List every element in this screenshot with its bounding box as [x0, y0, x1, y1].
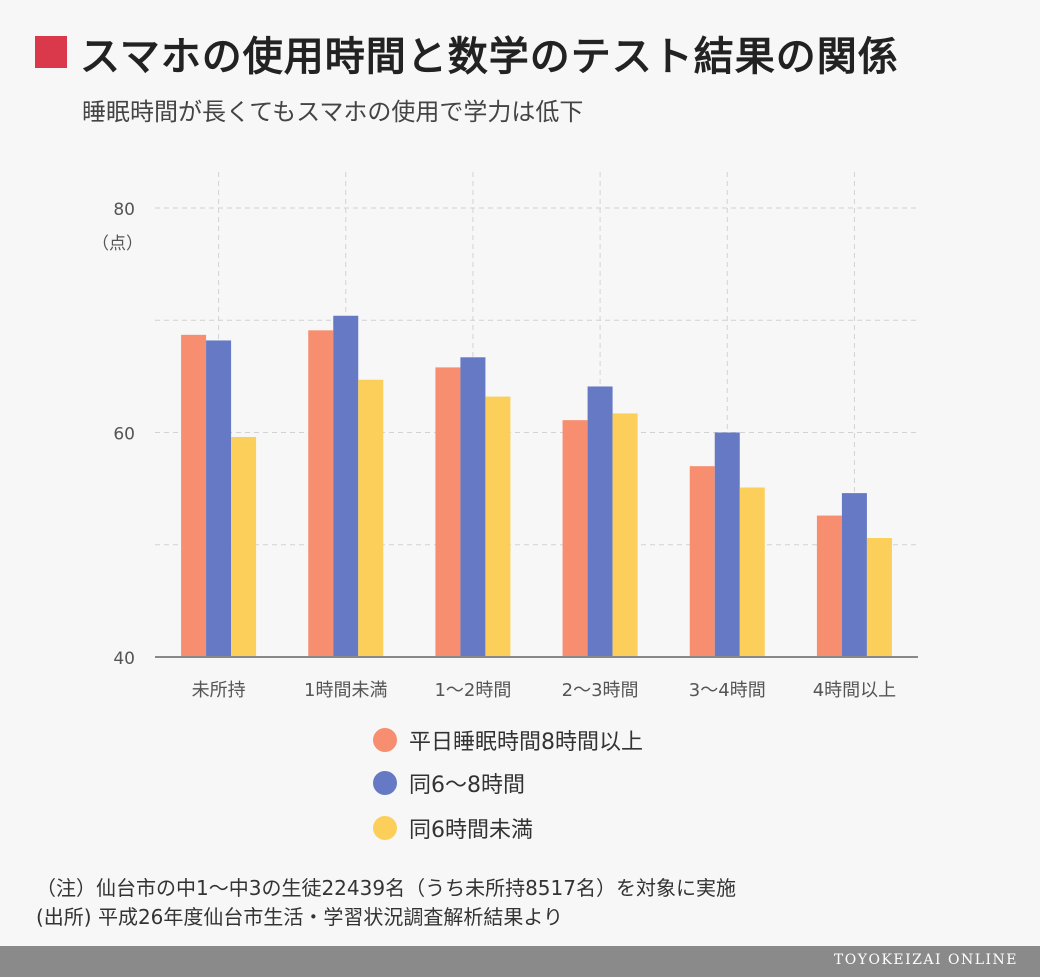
bar-series-2-6: [841, 493, 867, 657]
y-tick-label: 60: [113, 425, 135, 445]
bar-series-3-2: [358, 379, 384, 657]
bar-series-2-4: [587, 386, 613, 657]
footer-bar: TOYOKEIZAI ONLINE: [0, 946, 1040, 977]
bar-series-2-5: [714, 432, 740, 657]
x-tick-label: 2〜3時間: [562, 680, 639, 701]
bar-series-3-6: [866, 538, 892, 657]
x-tick-label: 1〜2時間: [434, 680, 511, 701]
title-marker: [35, 36, 67, 68]
x-tick-label: 未所持: [192, 680, 246, 701]
y-axis-unit: （点）: [92, 234, 143, 254]
bar-series-3-1: [231, 436, 257, 657]
y-tick-label: 80: [113, 200, 135, 220]
bar-series-1-3: [435, 367, 461, 657]
y-tick-label: 40: [113, 649, 135, 669]
bar-series-1-5: [689, 466, 715, 657]
x-tick-label: 1時間未満: [304, 680, 387, 701]
legend-swatch-series-2: [373, 771, 397, 795]
x-tick-label: 4時間以上: [813, 680, 896, 701]
bar-series-3-4: [612, 413, 638, 657]
legend-swatch-series-3: [373, 816, 397, 840]
bar-series-1-2: [308, 330, 334, 657]
note-target: （注）仙台市の中1〜中3の生徒22439名（うち未所持8517名）を対象に実施: [36, 876, 736, 900]
legend-label-series-2: 同6〜8時間: [409, 773, 525, 798]
bar-series-1-4: [562, 420, 588, 657]
bar-series-2-2: [333, 315, 359, 657]
legend-label-series-1: 平日睡眠時間8時間以上: [409, 730, 643, 755]
bar-series-2-1: [206, 340, 232, 657]
legend-label-series-3: 同6時間未満: [409, 818, 533, 843]
chart-subtitle: 睡眠時間が長くてもスマホの使用で学力は低下: [82, 98, 584, 126]
brand-label: TOYOKEIZAI ONLINE: [833, 952, 1018, 968]
chart-title: スマホの使用時間と数学のテスト結果の関係: [80, 34, 899, 80]
bar-series-3-3: [485, 396, 511, 657]
legend-item-series-3: 同6時間未満: [373, 813, 533, 843]
bar-series-2-3: [460, 357, 486, 657]
bar-series-1-1: [181, 334, 207, 657]
bar-series-3-5: [739, 487, 765, 657]
bar-series-1-6: [816, 515, 842, 657]
note-source: (出所) 平成26年度仙台市生活・学習状況調査解析結果より: [36, 905, 564, 929]
legend-item-series-2: 同6〜8時間: [373, 768, 525, 798]
bar-chart: 40 60 80 （点） 未所持 1時間未満 1〜2時間 2〜3時間 3〜4時間 4時間以上: [92, 172, 918, 701]
legend-item-series-1: 平日睡眠時間8時間以上: [373, 725, 643, 755]
x-tick-label: 3〜4時間: [689, 680, 766, 701]
legend-swatch-series-1: [373, 728, 397, 752]
